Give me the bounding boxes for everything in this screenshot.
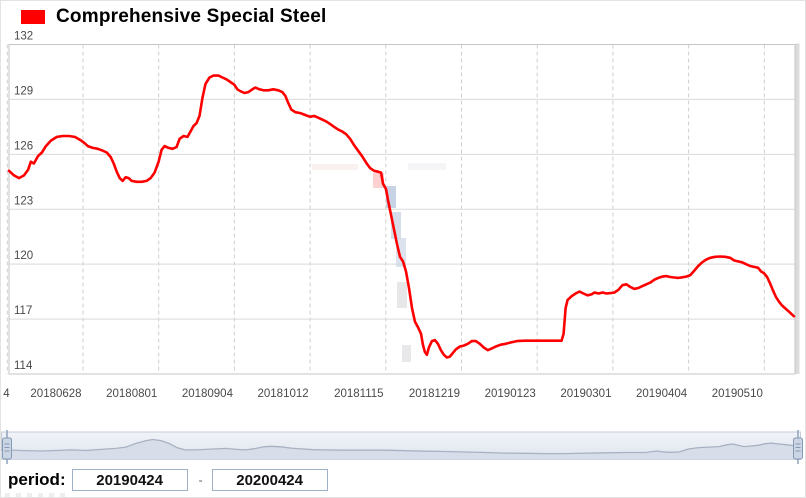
legend-item[interactable]: Comprehensive Special Steel: [21, 5, 326, 29]
y-tick-label: 114: [14, 360, 33, 372]
legend-swatch-icon: [21, 10, 45, 24]
navigator-left-handle[interactable]: [2, 430, 12, 464]
x-tick-label: 20190404: [636, 388, 688, 400]
plot-border: [8, 44, 796, 375]
y-tick-label: 123: [14, 195, 33, 207]
period-row: period: -: [8, 467, 328, 493]
ghost-artifact: [396, 238, 406, 267]
y-tick-label: 117: [14, 305, 32, 317]
y-tick-label: 120: [14, 250, 33, 262]
x-tick-label: 20180628: [30, 388, 81, 400]
y-tick-label: 126: [14, 140, 33, 152]
ghost-artifact: [312, 164, 358, 170]
price-line: [7, 74, 796, 359]
x-tick-label: 20190123: [485, 388, 536, 400]
navigator-line: [0, 438, 802, 455]
ghost-artifact: [408, 163, 446, 170]
ghost-artifact: [373, 173, 384, 188]
x-tick-label: 4: [3, 388, 10, 400]
y-tick-label: 132: [14, 31, 33, 43]
ghost-artifact: [386, 186, 396, 208]
range-navigator[interactable]: [0, 429, 806, 467]
main-chart-svg: 132 129 126 123 120 117 114 4 20180628 20180801 20…: [3, 31, 800, 400]
main-chart-area[interactable]: 132 129 126 123 120 117 114 4 20180628 20180801 20…: [1, 1, 806, 421]
y-tick-label: 129: [14, 85, 33, 97]
ghost-artifact: [5, 493, 71, 497]
range-navigator-svg: [0, 430, 803, 464]
x-tick-label: 20180904: [182, 388, 234, 400]
ghost-artifact: [391, 212, 401, 239]
x-tick-label: 20190301: [560, 388, 611, 400]
period-end-input[interactable]: [211, 469, 328, 491]
ghost-artifact: [402, 345, 411, 362]
x-tick-label: 20190510: [712, 388, 763, 400]
navigator-area: [1, 439, 801, 460]
navigator-right-handle[interactable]: [793, 430, 803, 464]
period-start-input[interactable]: [71, 469, 188, 491]
chart-title: Comprehensive Special Steel: [56, 6, 327, 27]
x-tick-label: 20181012: [258, 388, 309, 400]
period-label: period:: [8, 470, 66, 489]
x-tick-label: 20180801: [106, 388, 157, 400]
period-separator: -: [198, 473, 203, 487]
x-tick-label: 20181115: [334, 388, 383, 400]
ghost-artifact: [397, 282, 407, 308]
x-tick-label: 20181219: [409, 388, 460, 400]
